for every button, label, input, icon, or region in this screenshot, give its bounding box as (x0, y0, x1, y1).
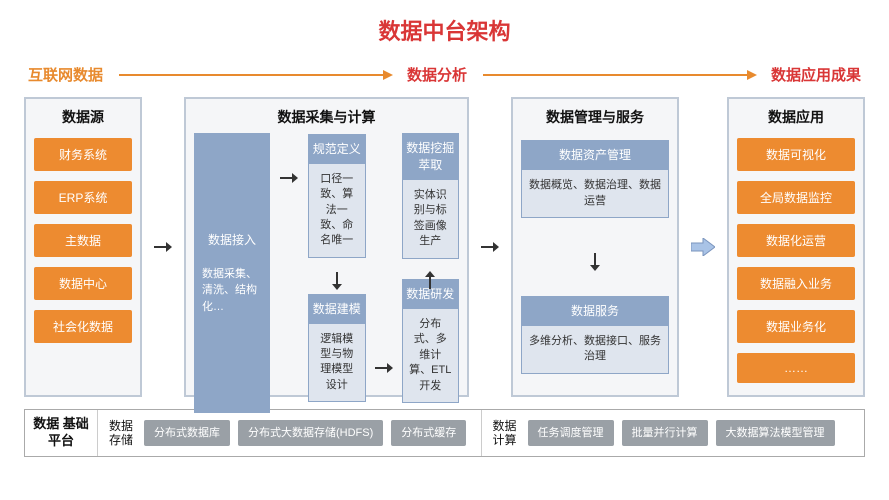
app-item: 数据可视化 (737, 138, 855, 171)
storage-item: 分布式数据库 (144, 420, 230, 446)
storage-item: 分布式缓存 (391, 420, 466, 446)
panel-source: 数据源 财务系统 ERP系统 主数据 数据中心 社会化数据 (24, 97, 142, 397)
panel-mgmt: 数据管理与服务 数据资产管理 数据概览、数据治理、数据运营 数据服务 多维分析、… (511, 97, 679, 397)
stage-left: 互联网数据 (28, 64, 103, 85)
panel-app: 数据应用 数据可视化 全局数据监控 数据化运营 数据融入业务 数据业务化 …… (727, 97, 865, 397)
ingest-desc: 数据采集、清洗、结构化… (202, 266, 262, 316)
service-title: 数据服务 (521, 296, 669, 325)
service-block: 数据服务 多维分析、数据接口、服务治理 (521, 296, 669, 374)
mine-body: 实体识别与标签画像生产 (402, 179, 460, 259)
storage-label: 数据存储 (106, 419, 136, 448)
main-title: 数据中台架构 (0, 0, 889, 46)
service-body: 多维分析、数据接口、服务治理 (521, 325, 669, 374)
spec-body: 口径一致、算法一致、命名唯一 (308, 163, 366, 258)
app-title: 数据应用 (737, 107, 855, 127)
storage-item: 分布式大数据存储(HDFS) (238, 420, 383, 446)
ingest-box: 数据接入 数据采集、清洗、结构化… (194, 133, 270, 413)
columns: 数据源 财务系统 ERP系统 主数据 数据中心 社会化数据 数据采集与计算 数据… (0, 97, 889, 397)
model-body: 逻辑模型与物理模型设计 (308, 323, 366, 403)
app-item: 全局数据监控 (737, 181, 855, 214)
app-item: 数据化运营 (737, 224, 855, 257)
arrow-up-icon (425, 271, 435, 277)
arrow-icon (280, 173, 298, 183)
app-item: …… (737, 353, 855, 383)
collect-title: 数据采集与计算 (194, 107, 459, 127)
app-item: 数据融入业务 (737, 267, 855, 300)
source-item: 社会化数据 (34, 310, 132, 343)
asset-block: 数据资产管理 数据概览、数据治理、数据运营 (521, 140, 669, 218)
source-item: 数据中心 (34, 267, 132, 300)
panel-collect: 数据采集与计算 数据接入 数据采集、清洗、结构化… 规范定义 口径一致、算法一致… (184, 97, 469, 397)
compute-item: 批量并行计算 (622, 420, 708, 446)
mine-block: 数据挖掘萃取 实体识别与标签画像生产 (402, 133, 460, 259)
platform-bar: 数据 基础平台 数据存储 分布式数据库 分布式大数据存储(HDFS) 分布式缓存… (24, 409, 865, 457)
asset-body: 数据概览、数据治理、数据运营 (521, 169, 669, 218)
source-item: ERP系统 (34, 181, 132, 214)
arrow-down-icon (332, 272, 342, 290)
ingest-title: 数据接入 (208, 231, 256, 248)
arrow-icon (375, 363, 393, 373)
arrow-icon (154, 242, 172, 252)
stage-arrow-1 (119, 74, 391, 76)
spec-title: 规范定义 (308, 134, 366, 163)
model-title: 数据建模 (308, 294, 366, 323)
spec-block: 规范定义 口径一致、算法一致、命名唯一 (308, 134, 366, 258)
platform-label: 数据 基础平台 (25, 410, 97, 456)
model-block: 数据建模 逻辑模型与物理模型设计 (308, 294, 366, 403)
source-title: 数据源 (34, 107, 132, 127)
dev-block: 数据研发 分布式、多维计算、ETL开发 (402, 279, 460, 403)
stage-center: 数据分析 (407, 64, 467, 85)
compute-label: 数据计算 (490, 419, 520, 448)
stage-arrow-2 (483, 74, 755, 76)
arrow-down-icon (590, 253, 600, 271)
compute-item: 大数据算法模型管理 (716, 420, 835, 446)
arrow-icon (481, 242, 499, 252)
stage-right: 数据应用成果 (771, 64, 861, 85)
source-item: 财务系统 (34, 138, 132, 171)
mine-title: 数据挖掘萃取 (402, 133, 460, 179)
big-arrow-icon (691, 238, 715, 256)
source-item: 主数据 (34, 224, 132, 257)
app-item: 数据业务化 (737, 310, 855, 343)
compute-item: 任务调度管理 (528, 420, 614, 446)
dev-body: 分布式、多维计算、ETL开发 (402, 308, 460, 403)
asset-title: 数据资产管理 (521, 140, 669, 169)
mgmt-title: 数据管理与服务 (521, 107, 669, 127)
stage-row: 互联网数据 数据分析 数据应用成果 (0, 46, 889, 97)
